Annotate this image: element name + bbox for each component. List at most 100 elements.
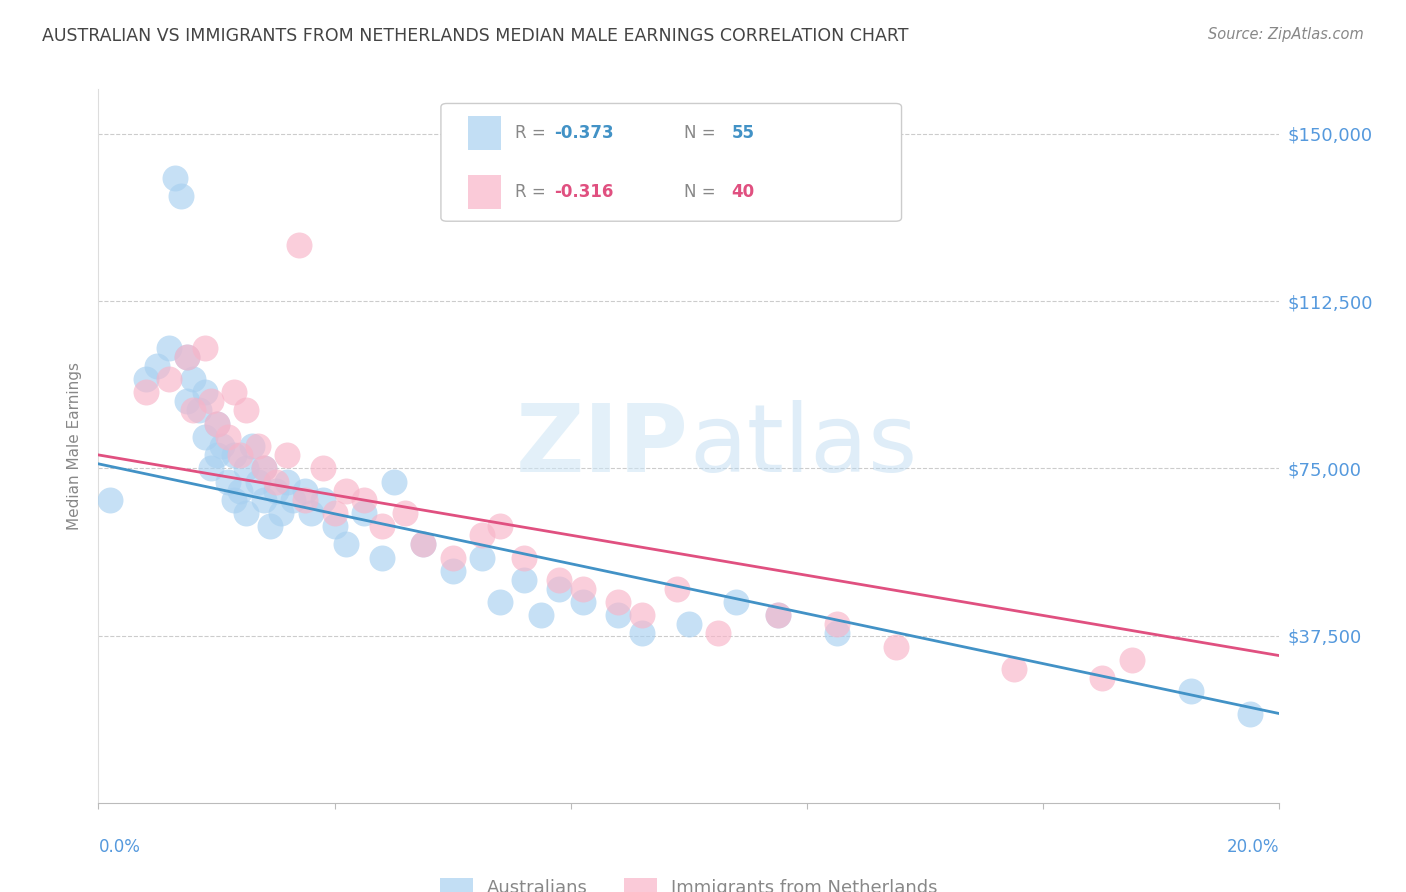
Point [1002,662,1025,676]
Text: 0.0%: 0.0% [98,838,141,856]
Point [288,238,311,252]
Text: Source: ZipAtlas.com: Source: ZipAtlas.com [1208,27,1364,42]
Point [335,483,357,498]
Point [825,617,848,632]
Text: ZIP: ZIP [516,400,689,492]
Point [1180,684,1202,698]
Text: -0.373: -0.373 [554,124,614,142]
Point [157,372,180,386]
Point [146,359,169,373]
Point [607,608,630,623]
Point [607,595,630,609]
Point [264,475,287,489]
Point [630,626,652,640]
Point [235,506,257,520]
Point [259,519,281,533]
Text: N =: N = [685,183,721,201]
Point [246,439,269,453]
Point [229,483,252,498]
Point [135,385,157,400]
Point [766,608,789,623]
Point [135,372,157,386]
Point [294,483,316,498]
Point [211,439,233,453]
Point [512,550,534,565]
Text: 55: 55 [731,124,755,142]
Point [276,475,298,489]
FancyBboxPatch shape [441,103,901,221]
Point [194,430,217,444]
Point [253,461,276,475]
Point [170,189,193,203]
Point [240,439,263,453]
Point [194,341,217,355]
Point [187,403,209,417]
Point [441,564,464,578]
Point [224,492,246,507]
Point [98,492,121,507]
Point [181,372,204,386]
Text: AUSTRALIAN VS IMMIGRANTS FROM NETHERLANDS MEDIAN MALE EARNINGS CORRELATION CHART: AUSTRALIAN VS IMMIGRANTS FROM NETHERLAND… [42,27,908,45]
Text: atlas: atlas [689,400,917,492]
Point [157,341,180,355]
Point [707,626,730,640]
Point [382,475,405,489]
Point [312,461,335,475]
Point [194,385,217,400]
Point [224,448,246,462]
Point [246,475,269,489]
Point [229,448,252,462]
Point [548,582,571,596]
Point [200,461,222,475]
Point [412,537,434,551]
Point [394,506,416,520]
Text: R =: R = [516,183,551,201]
Point [323,519,346,533]
Point [294,492,316,507]
Point [489,519,512,533]
Point [371,519,394,533]
Point [489,595,512,609]
Point [666,582,689,596]
Point [205,448,228,462]
Point [312,492,335,507]
Point [176,394,198,409]
Point [884,640,907,654]
Point [678,617,700,632]
Point [412,537,434,551]
Point [253,492,276,507]
Point [323,506,346,520]
Point [176,350,198,364]
Bar [468,116,501,150]
Point [224,385,246,400]
Text: R =: R = [516,124,551,142]
Point [1091,671,1114,685]
Point [181,403,204,417]
Point [353,492,375,507]
Text: N =: N = [685,124,721,142]
Point [299,506,322,520]
Legend: Australians, Immigrants from Netherlands: Australians, Immigrants from Netherlands [433,871,945,892]
Point [217,475,239,489]
Point [512,573,534,587]
Point [165,171,187,186]
Point [571,595,593,609]
Point [571,582,593,596]
Point [441,550,464,565]
Point [205,417,228,431]
Text: 40: 40 [731,183,755,201]
Point [630,608,652,623]
Point [276,448,298,462]
Point [725,595,748,609]
Y-axis label: Median Male Earnings: Median Male Earnings [67,362,83,530]
Bar [468,175,501,209]
Point [264,483,287,498]
Point [235,461,257,475]
Point [217,430,239,444]
Point [205,417,228,431]
Point [270,506,292,520]
Text: -0.316: -0.316 [554,183,613,201]
Point [530,608,553,623]
Point [825,626,848,640]
Point [283,492,305,507]
